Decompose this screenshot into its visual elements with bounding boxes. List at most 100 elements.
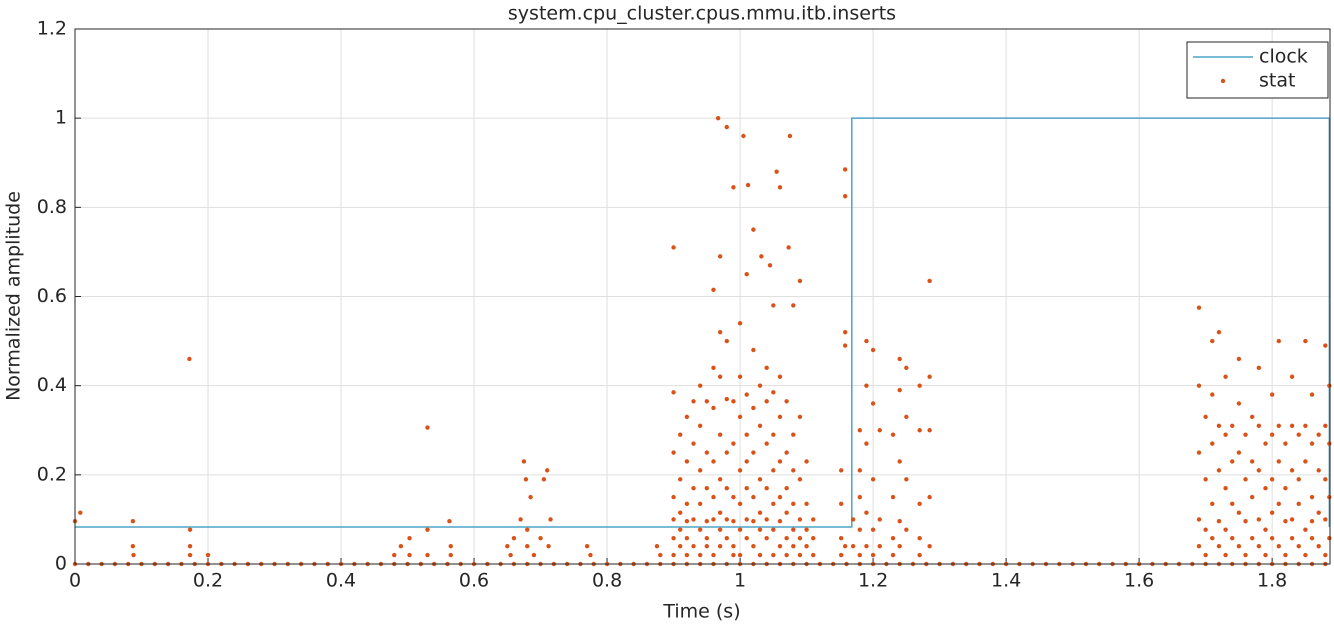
stat-point bbox=[890, 552, 896, 558]
clock-line bbox=[75, 117, 1331, 528]
stat-point bbox=[671, 390, 676, 395]
stat-point bbox=[1303, 459, 1308, 464]
stat-point bbox=[1210, 338, 1215, 344]
stat-point bbox=[741, 133, 746, 139]
stat-point bbox=[745, 182, 751, 188]
stat-point bbox=[917, 552, 922, 558]
stat-point bbox=[777, 185, 783, 190]
stat-point bbox=[717, 374, 723, 379]
stat-point bbox=[704, 399, 710, 404]
stat-point bbox=[724, 450, 729, 455]
x-tick-label: 0.6 bbox=[459, 570, 489, 592]
stat-point bbox=[897, 543, 902, 549]
stat-point bbox=[1269, 432, 1275, 437]
stat-point bbox=[1256, 517, 1262, 522]
stat-point bbox=[1236, 543, 1242, 549]
stat-point bbox=[777, 543, 783, 549]
stat-point bbox=[545, 468, 550, 473]
stat-point bbox=[1276, 501, 1281, 507]
stat-point bbox=[678, 527, 683, 532]
stat-point bbox=[724, 396, 729, 402]
stat-point bbox=[890, 432, 896, 437]
stat-point bbox=[407, 552, 412, 558]
stat-point bbox=[1203, 527, 1208, 532]
stat-point bbox=[927, 374, 932, 379]
stat-point bbox=[1243, 519, 1248, 524]
stat-point bbox=[737, 527, 743, 532]
stat-point bbox=[1283, 552, 1288, 558]
stat-point bbox=[548, 517, 553, 522]
stat-point bbox=[791, 468, 796, 473]
stat-point bbox=[1196, 543, 1202, 549]
stat-point bbox=[764, 535, 769, 541]
stat-point bbox=[724, 517, 729, 522]
stat-point bbox=[791, 303, 796, 308]
stat-point bbox=[1203, 477, 1208, 482]
stat-point bbox=[864, 383, 869, 388]
stat-point bbox=[448, 543, 453, 549]
stat-point bbox=[791, 527, 796, 532]
stat-point bbox=[1216, 329, 1222, 335]
stat-point bbox=[731, 519, 736, 524]
stat-point bbox=[751, 543, 756, 549]
stat-point bbox=[1236, 356, 1242, 362]
stat-point bbox=[528, 494, 533, 500]
y-tick-label: 0.2 bbox=[37, 463, 67, 485]
stat-point bbox=[777, 459, 783, 464]
stat-point bbox=[654, 543, 660, 549]
stat-point bbox=[1316, 468, 1321, 473]
stat-point bbox=[777, 414, 783, 420]
stat-point bbox=[857, 494, 862, 500]
stat-point bbox=[811, 552, 816, 558]
stat-point bbox=[697, 468, 703, 473]
stat-point bbox=[757, 552, 763, 558]
stat-point bbox=[857, 527, 862, 532]
x-tick-label: 1 bbox=[734, 570, 746, 592]
stat-point bbox=[877, 428, 882, 433]
stat-point bbox=[717, 254, 723, 259]
stat-point bbox=[811, 517, 816, 522]
stat-point bbox=[684, 552, 690, 558]
stat-point bbox=[684, 459, 690, 464]
stat-point bbox=[771, 552, 776, 558]
stat-point bbox=[1249, 494, 1255, 500]
stat-point bbox=[425, 425, 430, 430]
x-tick-label: 0.8 bbox=[592, 570, 622, 592]
stat-point bbox=[1210, 441, 1215, 446]
stat-point bbox=[717, 477, 723, 482]
stat-point bbox=[890, 494, 896, 500]
stat-point bbox=[671, 494, 676, 500]
stat-point bbox=[1249, 414, 1255, 420]
y-tick-label: 0.4 bbox=[37, 374, 67, 396]
stat-point bbox=[731, 552, 736, 558]
stat-point bbox=[717, 510, 723, 515]
stat-point bbox=[897, 519, 902, 524]
stat-point bbox=[187, 543, 193, 549]
stat-point bbox=[838, 501, 844, 507]
stat-point bbox=[842, 343, 848, 348]
stat-point bbox=[857, 428, 862, 433]
y-tick-label: 1 bbox=[55, 107, 67, 129]
stat-point bbox=[904, 414, 909, 420]
stat-point bbox=[797, 477, 803, 482]
stat-point bbox=[764, 399, 769, 404]
stat-point bbox=[1236, 450, 1242, 455]
stat-point bbox=[897, 356, 902, 362]
stat-point bbox=[187, 356, 192, 362]
stat-point bbox=[523, 477, 529, 482]
stat-point bbox=[757, 510, 763, 515]
stat-point bbox=[538, 535, 543, 541]
stat-point bbox=[711, 287, 716, 293]
stat-point bbox=[842, 543, 848, 549]
stat-point bbox=[130, 543, 136, 549]
stat-point bbox=[671, 552, 676, 558]
stat-point bbox=[717, 329, 723, 335]
stat-point bbox=[1323, 477, 1328, 482]
stat-point bbox=[1289, 423, 1295, 428]
x-axis-label: Time (s) bbox=[662, 601, 740, 623]
stat-point bbox=[521, 459, 527, 464]
stat-point bbox=[717, 527, 723, 532]
stat-point bbox=[864, 441, 869, 446]
stat-point bbox=[1296, 501, 1301, 507]
stat-point bbox=[1236, 401, 1242, 406]
